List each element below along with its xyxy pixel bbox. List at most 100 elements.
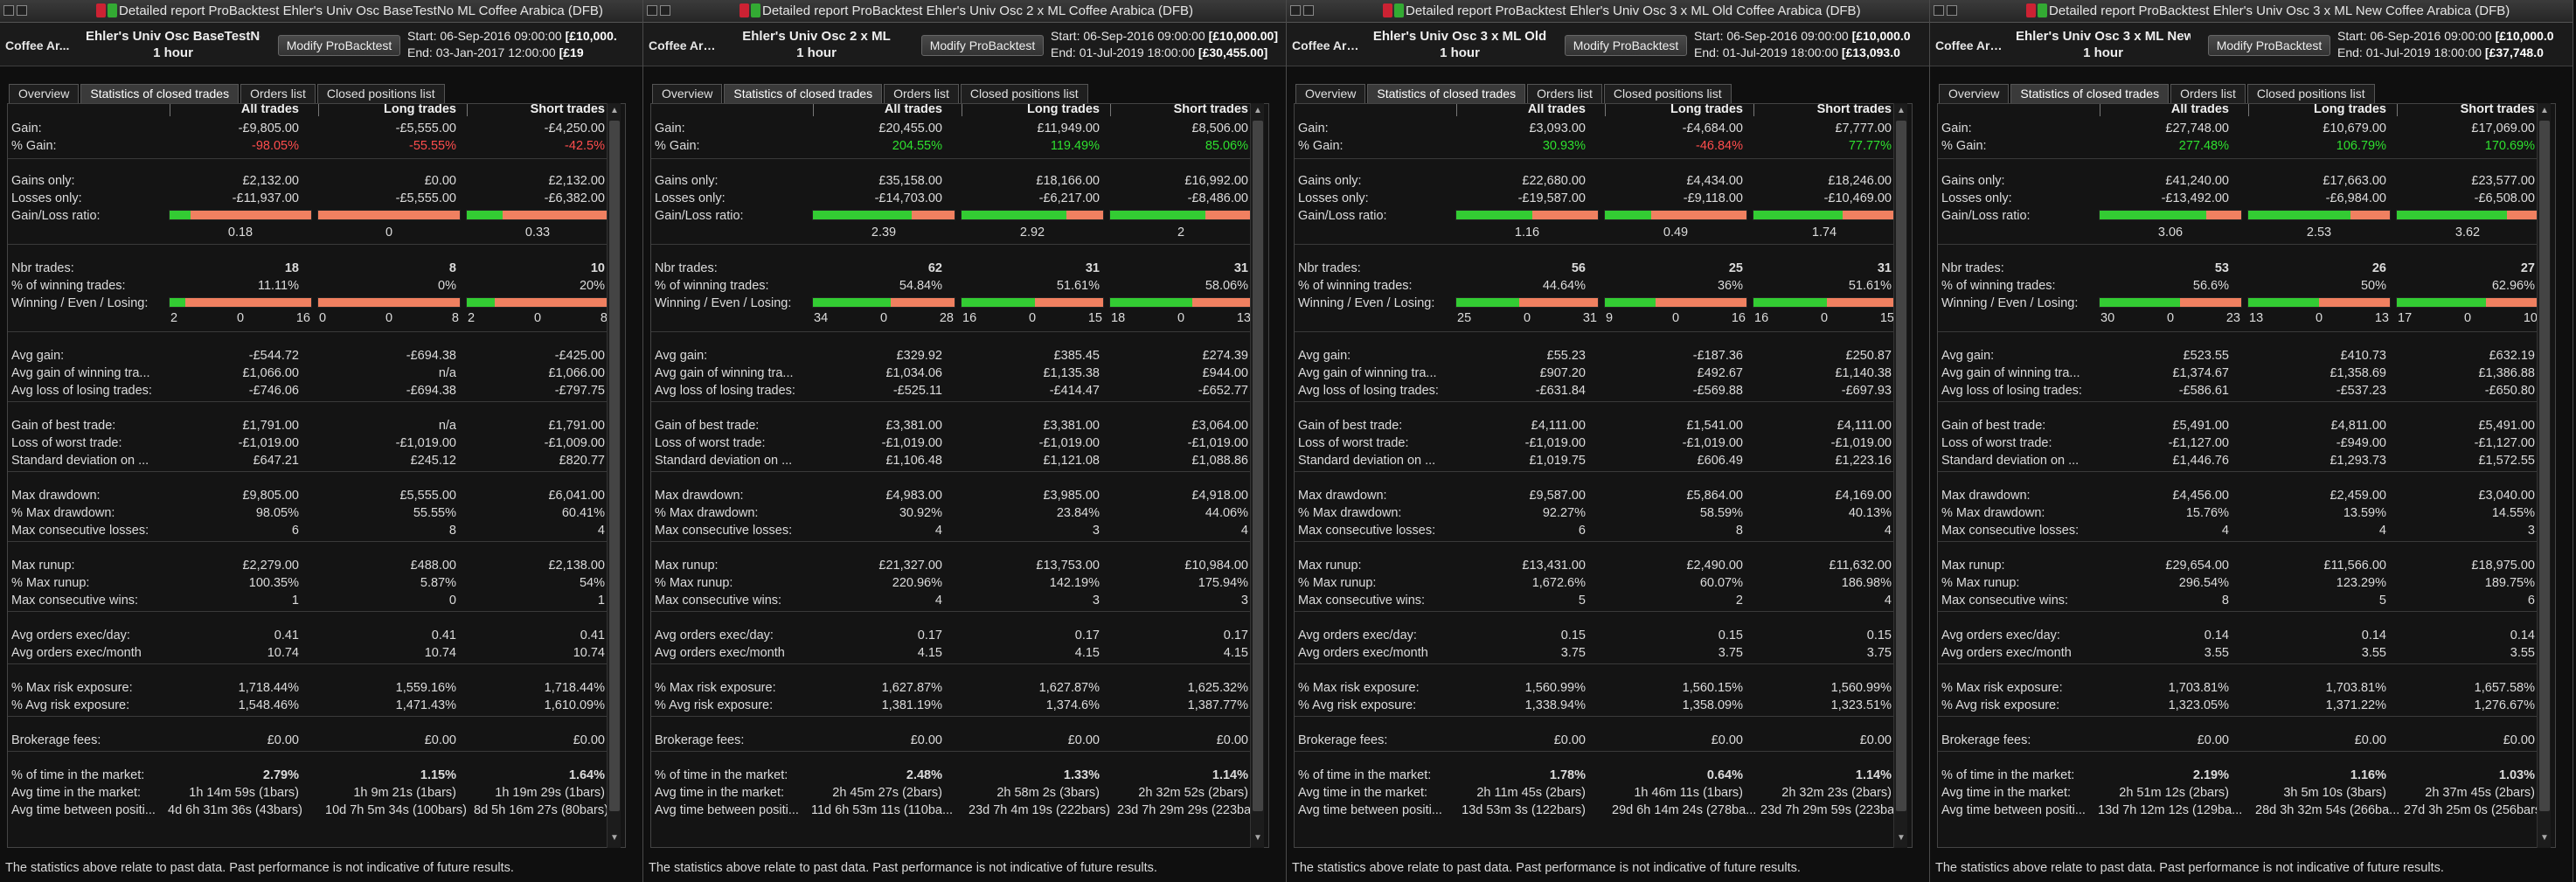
minimize-icon[interactable]	[1290, 5, 1301, 16]
window-controls[interactable]	[1290, 5, 1314, 16]
close-icon[interactable]	[660, 5, 670, 16]
column-header-all: All trades	[1527, 103, 1586, 116]
ratio-bar-long	[317, 297, 461, 308]
scroll-thumb[interactable]	[1896, 121, 1906, 811]
stat-label: Loss of worst trade:	[1298, 436, 1409, 450]
tab-overview[interactable]: Overview	[652, 84, 723, 103]
stat-value-all: 2.48%	[906, 768, 942, 782]
stat-value-short: -£1,019.00	[1830, 436, 1892, 450]
backtest-panel-1: Detailed report ProBacktest Ehler's Univ…	[0, 0, 643, 882]
scroll-up-icon[interactable]: ▲	[610, 106, 619, 115]
stat-value-short: 186.98%	[1841, 576, 1892, 590]
stat-value-all: £4,456.00	[2172, 489, 2229, 503]
close-icon[interactable]	[17, 5, 27, 16]
vertical-scrollbar[interactable]: ▲ ▼	[1250, 103, 1264, 848]
minimize-icon[interactable]	[3, 5, 14, 16]
vertical-scrollbar[interactable]: ▲ ▼	[2537, 103, 2551, 848]
tab-closed-positions-list[interactable]: Closed positions list	[1603, 84, 1732, 103]
count-even: 0	[2463, 311, 2472, 325]
stat-value-long: 0	[448, 594, 456, 608]
scroll-down-icon[interactable]: ▼	[2540, 833, 2549, 843]
stat-value-all: -£1,127.00	[2168, 436, 2229, 450]
stat-label: Avg gain of winning tra...	[11, 366, 150, 380]
tab-closed-positions-list[interactable]: Closed positions list	[2246, 84, 2375, 103]
close-icon[interactable]	[1303, 5, 1314, 16]
bar-fill-gain	[1110, 211, 1205, 219]
stat-value-long: £3,985.00	[1043, 489, 1100, 503]
scroll-down-icon[interactable]: ▼	[610, 833, 619, 843]
minimize-icon[interactable]	[1934, 5, 1944, 16]
stat-value-short: 170.69%	[2484, 139, 2535, 153]
vertical-scrollbar[interactable]: ▲ ▼	[1893, 103, 1907, 848]
modify-probacktest-button[interactable]: Modify ProBacktest	[1565, 35, 1687, 56]
date-range: Start: 06-Sep-2016 09:00:00 [£10,000.00]…	[1051, 28, 1278, 61]
window-controls[interactable]	[3, 5, 27, 16]
report-tabs: Overview Statistics of closed trades Order…	[1939, 84, 2375, 103]
tab-overview[interactable]: Overview	[1295, 84, 1366, 103]
scroll-down-icon[interactable]: ▼	[1253, 833, 1262, 843]
scroll-up-icon[interactable]: ▲	[2540, 106, 2549, 115]
stat-row-avg-loss: Avg loss of losing trades: -£586.61 -£537.…	[1938, 382, 2538, 399]
tab-statistics-of-closed-trades[interactable]: Statistics of closed trades	[80, 84, 240, 103]
tab-orders-list[interactable]: Orders list	[240, 84, 316, 103]
scroll-up-icon[interactable]: ▲	[1897, 106, 1906, 115]
stat-value-short: £3,064.00	[1191, 419, 1248, 433]
stat-row-orders-day: Avg orders exec/day: 0.41 0.41 0.41	[8, 627, 608, 644]
window-controls[interactable]	[1934, 5, 1957, 16]
tab-statistics-of-closed-trades[interactable]: Statistics of closed trades	[724, 84, 883, 103]
tab-closed-positions-list[interactable]: Closed positions list	[316, 84, 445, 103]
tab-orders-list[interactable]: Orders list	[884, 84, 959, 103]
tab-orders-list[interactable]: Orders list	[2170, 84, 2246, 103]
vertical-scrollbar[interactable]: ▲ ▼	[607, 103, 621, 848]
ratio-bar-all	[2099, 210, 2242, 220]
scroll-thumb[interactable]	[1253, 121, 1263, 811]
window-title-bar[interactable]: Detailed report ProBacktest Ehler's Univ…	[1930, 0, 2573, 23]
stat-value-all: £41,240.00	[2165, 174, 2229, 188]
stat-row-orders-month: Avg orders exec/month 4.15 4.15 4.15	[651, 644, 1251, 662]
stat-row-avg-time: Avg time in the market: 1h 14m 59s (1bars…	[8, 784, 608, 802]
count-wins: 34	[814, 311, 829, 325]
start-capital: [£10,000.0	[1851, 29, 1911, 43]
modify-probacktest-button[interactable]: Modify ProBacktest	[921, 35, 1044, 56]
stat-value-all: 56.6%	[2192, 279, 2229, 293]
stat-value-short: -42.5%	[565, 139, 605, 153]
window-title-bar[interactable]: Detailed report ProBacktest Ehler's Univ…	[1287, 0, 1929, 23]
window-title-bar[interactable]: Detailed report ProBacktest Ehler's Univ…	[0, 0, 642, 23]
start-capital: [£10,000.00]	[1208, 29, 1278, 43]
stat-value-short: 77.77%	[1848, 139, 1892, 153]
disclaimer-footer: The statistics above relate to past data…	[649, 861, 1157, 875]
scroll-thumb[interactable]	[609, 121, 620, 811]
scroll-thumb[interactable]	[2539, 121, 2550, 811]
stat-row-max-risk: % Max risk exposure: 1,718.44% 1,559.16% 1,…	[8, 679, 608, 697]
modify-probacktest-button[interactable]: Modify ProBacktest	[278, 35, 400, 56]
stat-row-max-cons-losses: Max consecutive losses: 4 3 4	[651, 522, 1251, 539]
stat-value-long: -£694.38	[406, 384, 456, 398]
stat-value-all: £1,446.76	[2172, 454, 2229, 468]
scroll-up-icon[interactable]: ▲	[1253, 106, 1262, 115]
close-icon[interactable]	[1947, 5, 1957, 16]
tab-statistics-of-closed-trades[interactable]: Statistics of closed trades	[2010, 84, 2170, 103]
stat-row-avg-risk: % Avg risk exposure: 1,548.46% 1,471.43% 1,…	[8, 697, 608, 714]
stat-value-long: £606.49	[1697, 454, 1743, 468]
system-name: Ehler's Univ Osc BaseTestNo ML1 hour	[86, 28, 260, 61]
stat-label: % of time in the market:	[11, 768, 145, 782]
stat-row-max-cons-wins: Max consecutive wins: 4 3 3	[651, 592, 1251, 609]
stat-row-max-risk: % Max risk exposure: 1,560.99% 1,560.15% 1,…	[1295, 679, 1894, 697]
window-title-bar[interactable]: Detailed report ProBacktest Ehler's Univ…	[643, 0, 1286, 23]
report-icons	[96, 3, 117, 17]
modify-probacktest-button[interactable]: Modify ProBacktest	[2208, 35, 2330, 56]
tab-statistics-of-closed-trades[interactable]: Statistics of closed trades	[1367, 84, 1526, 103]
stat-value-short: £17,069.00	[2471, 122, 2535, 135]
window-controls[interactable]	[647, 5, 670, 16]
minimize-icon[interactable]	[647, 5, 657, 16]
stat-value-short: 51.61%	[1848, 279, 1892, 293]
tab-overview[interactable]: Overview	[9, 84, 80, 103]
scroll-down-icon[interactable]: ▼	[1897, 833, 1906, 843]
tab-closed-positions-list[interactable]: Closed positions list	[960, 84, 1088, 103]
tab-overview[interactable]: Overview	[1939, 84, 2010, 103]
probacktest-icon	[751, 3, 760, 17]
stat-value-long: -£5,555.00	[395, 122, 456, 135]
bar-fill-gain	[1753, 211, 1843, 219]
tab-orders-list[interactable]: Orders list	[1527, 84, 1602, 103]
count-even: 0	[533, 311, 542, 325]
